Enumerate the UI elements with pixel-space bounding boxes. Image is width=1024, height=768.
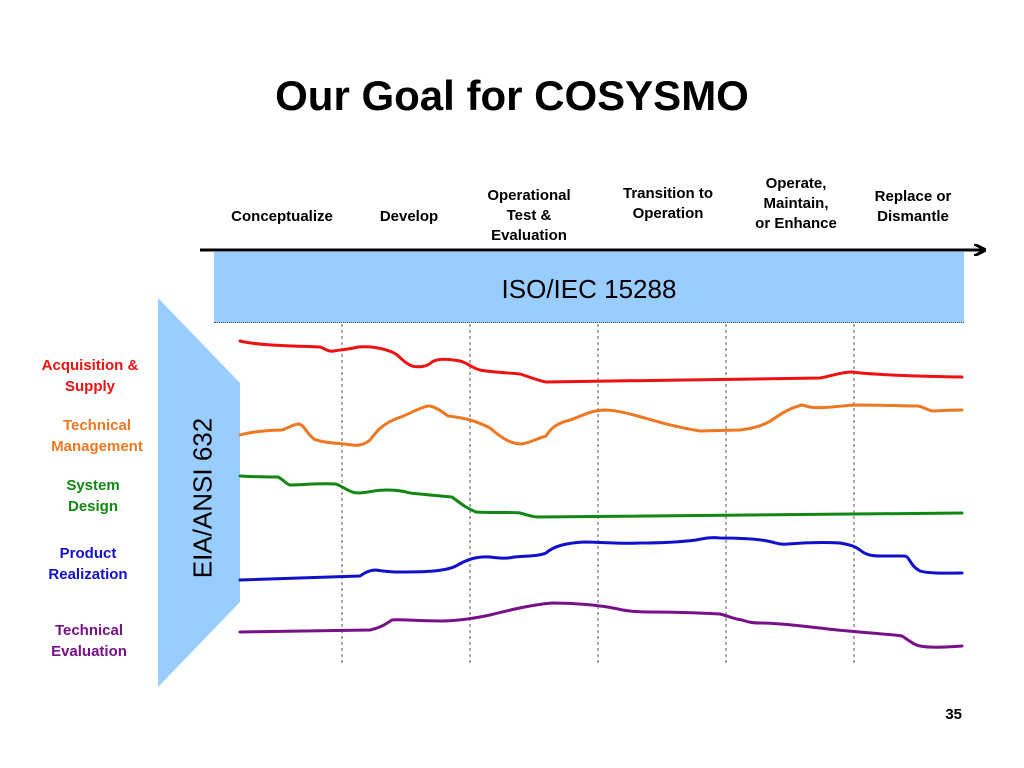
process-technical-evaluation: Technical Evaluation: [51, 622, 127, 660]
technical-evaluation-curve: [238, 601, 964, 649]
process-system-design: System Design: [66, 477, 120, 515]
phase-replace-or-dismantle: Replace or Dismantle: [874, 188, 952, 225]
page-title: Our Goal for COSYSMO: [275, 72, 749, 119]
page-number: 35: [945, 706, 962, 723]
acquisition-supply-curve: [238, 339, 964, 384]
eia-ansi-632-text: EIA/ANSI 632: [187, 417, 218, 579]
process-product-realization: Product Realization: [48, 545, 128, 583]
product-realization-curve: [238, 536, 964, 582]
eia-ansi-632-trapezoid: [158, 298, 240, 687]
process-acquisition-supply: Acquisition & Supply: [41, 357, 139, 395]
system-design-curve: [238, 474, 964, 519]
phase-operate-maintain-enhance: Operate, Maintain, or Enhance: [755, 175, 837, 232]
phase-conceptualize: Conceptualize: [231, 208, 333, 225]
process-technical-management: Technical Management: [51, 417, 143, 455]
phase-operational-test-evaluation: Operational Test & Evaluation: [487, 187, 571, 244]
iso-iec-15288-label: ISO/IEC 15288: [501, 274, 677, 304]
iso-iec-15288-band: ISO/IEC 15288: [214, 252, 964, 323]
phase-transition-to-operation: Transition to Operation: [623, 185, 713, 222]
phase-develop: Develop: [379, 208, 439, 225]
technical-management-curve: [238, 403, 964, 447]
